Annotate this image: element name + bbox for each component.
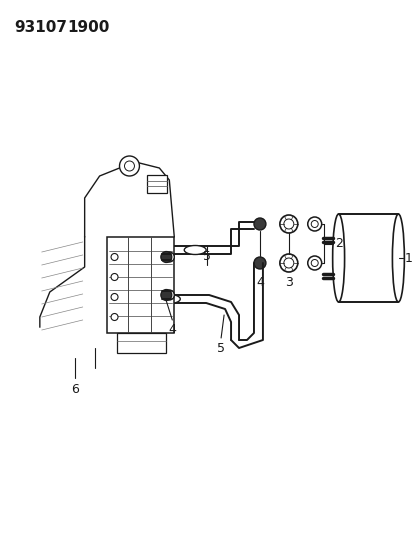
Text: 6: 6 [71,383,78,396]
Circle shape [124,161,134,171]
Bar [147,175,167,193]
Text: 3: 3 [284,276,292,289]
Circle shape [283,258,293,268]
Text: 5: 5 [203,250,211,263]
Text: 2: 2 [334,237,342,250]
Text: 1900: 1900 [68,20,110,35]
Bar [338,214,397,302]
Circle shape [307,256,321,270]
Circle shape [253,257,265,269]
Circle shape [279,215,297,233]
Ellipse shape [392,214,404,302]
Bar [106,237,174,333]
Circle shape [111,254,118,261]
Circle shape [161,252,171,262]
Circle shape [111,273,118,280]
Text: 1: 1 [404,252,411,264]
Circle shape [119,156,139,176]
Circle shape [283,219,293,229]
Ellipse shape [158,295,180,303]
Circle shape [164,290,174,300]
Circle shape [111,294,118,301]
Circle shape [164,252,174,262]
Bar [116,333,166,353]
Ellipse shape [184,246,206,254]
Circle shape [279,254,297,272]
Circle shape [253,218,265,230]
Text: 5: 5 [216,342,225,355]
Ellipse shape [332,214,344,302]
Text: 93107: 93107 [14,20,67,35]
Circle shape [307,217,321,231]
Text: 4: 4 [255,276,263,289]
Circle shape [161,289,171,301]
Circle shape [311,221,318,228]
Circle shape [111,313,118,320]
Circle shape [311,260,318,266]
Text: 4: 4 [168,323,176,336]
